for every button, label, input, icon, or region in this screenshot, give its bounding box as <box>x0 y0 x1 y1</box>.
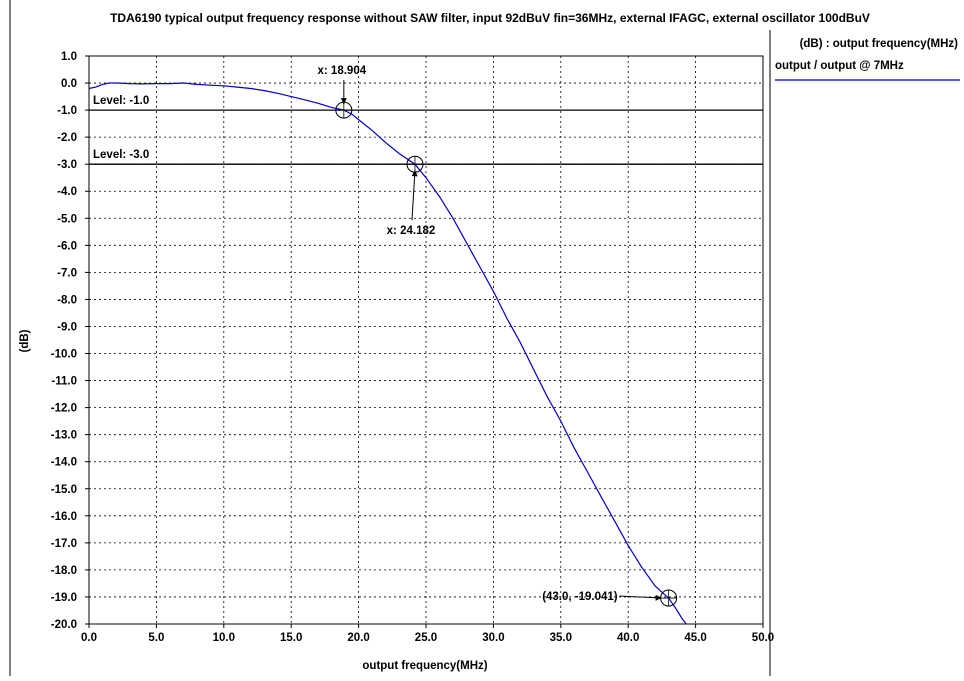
y-tick-label: -16.0 <box>51 511 77 523</box>
y-tick-label: -14.0 <box>51 457 77 469</box>
x-tick-label: 25.0 <box>415 632 437 644</box>
marker-arrowhead <box>655 594 662 601</box>
y-axis-label: (dB) <box>19 329 31 352</box>
y-tick-label: -12.0 <box>51 403 77 415</box>
plot-background <box>89 56 763 624</box>
marker-pointer-line <box>411 170 416 221</box>
marker-label: x: 24.182 <box>387 225 436 237</box>
marker-pointer-line <box>619 595 662 599</box>
legend-entry-label: output / output @ 7MHz <box>775 60 904 72</box>
x-tick-label: 50.0 <box>752 632 774 644</box>
x-tick-label: 10.0 <box>213 632 235 644</box>
y-tick-label: -5.0 <box>57 213 77 225</box>
y-tick-label: -11.0 <box>51 376 77 388</box>
y-tick-label: -13.0 <box>51 430 77 442</box>
marker-layer: x: 18.904 x: 24.182 (43.0, -19.041) <box>318 65 678 607</box>
reference-line-label: Level: -1.0 <box>93 95 149 107</box>
y-tick-label: -18.0 <box>51 565 77 577</box>
x-tick-label: 35.0 <box>550 632 572 644</box>
y-tick-label: 0.0 <box>61 78 77 90</box>
y-tick-label: -19.0 <box>51 592 77 604</box>
marker-arrowhead <box>411 170 418 177</box>
x-tick-label: 5.0 <box>148 632 164 644</box>
reference-lines: Level: -1.0 Level: -3.0 <box>89 95 763 165</box>
x-tick-label: 0.0 <box>81 632 97 644</box>
x-tick-label: 30.0 <box>482 632 504 644</box>
chart-title: TDA6190 typical output frequency respons… <box>110 11 870 25</box>
y-tick-label: -9.0 <box>57 321 77 333</box>
legend-header: (dB) : output frequency(MHz) <box>800 38 959 50</box>
legend: (dB) : output frequency(MHz) output / ou… <box>775 38 960 81</box>
marker-label: x: 18.904 <box>318 65 367 77</box>
y-tick-label: -2.0 <box>57 132 77 144</box>
y-tick-label: -10.0 <box>51 349 77 361</box>
plot-area <box>89 56 763 624</box>
marker-label: (43.0, -19.041) <box>542 591 618 603</box>
reference-line-label: Level: -3.0 <box>93 149 149 161</box>
y-tick-label: -17.0 <box>51 538 77 550</box>
y-tick-label: -20.0 <box>51 619 77 631</box>
y-tick-label: -15.0 <box>51 484 77 496</box>
x-axis-label: output frequency(MHz) <box>362 660 487 672</box>
series-line <box>88 82 687 625</box>
y-tick-label: -1.0 <box>57 105 77 117</box>
y-tick-label: -4.0 <box>57 186 77 198</box>
y-tick-label: -7.0 <box>57 267 77 279</box>
x-tick-label: 45.0 <box>684 632 706 644</box>
series-layer <box>88 82 687 625</box>
x-tick-label: 20.0 <box>347 632 369 644</box>
y-tick-label: -8.0 <box>57 294 77 306</box>
x-tick-label: 15.0 <box>280 632 302 644</box>
x-tick-label: 40.0 <box>617 632 639 644</box>
marker-arrowhead <box>340 98 347 105</box>
axes: 0.0 5.0 10.0 15.0 20.0 25.0 30.0 35.0 40.0 45.0 50… <box>9 0 774 676</box>
y-tick-label: -3.0 <box>57 159 77 171</box>
y-tick-label: -6.0 <box>57 240 77 252</box>
y-tick-label: 1.0 <box>61 51 77 63</box>
